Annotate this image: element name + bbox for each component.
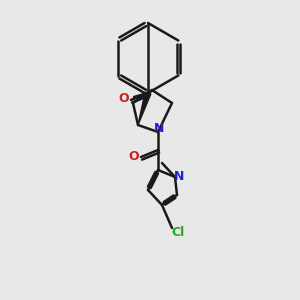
Text: Cl: Cl [171,226,184,238]
Text: N: N [154,122,164,134]
Polygon shape [138,92,151,125]
Text: O: O [129,149,139,163]
Text: O: O [119,92,129,106]
Text: N: N [174,169,184,182]
